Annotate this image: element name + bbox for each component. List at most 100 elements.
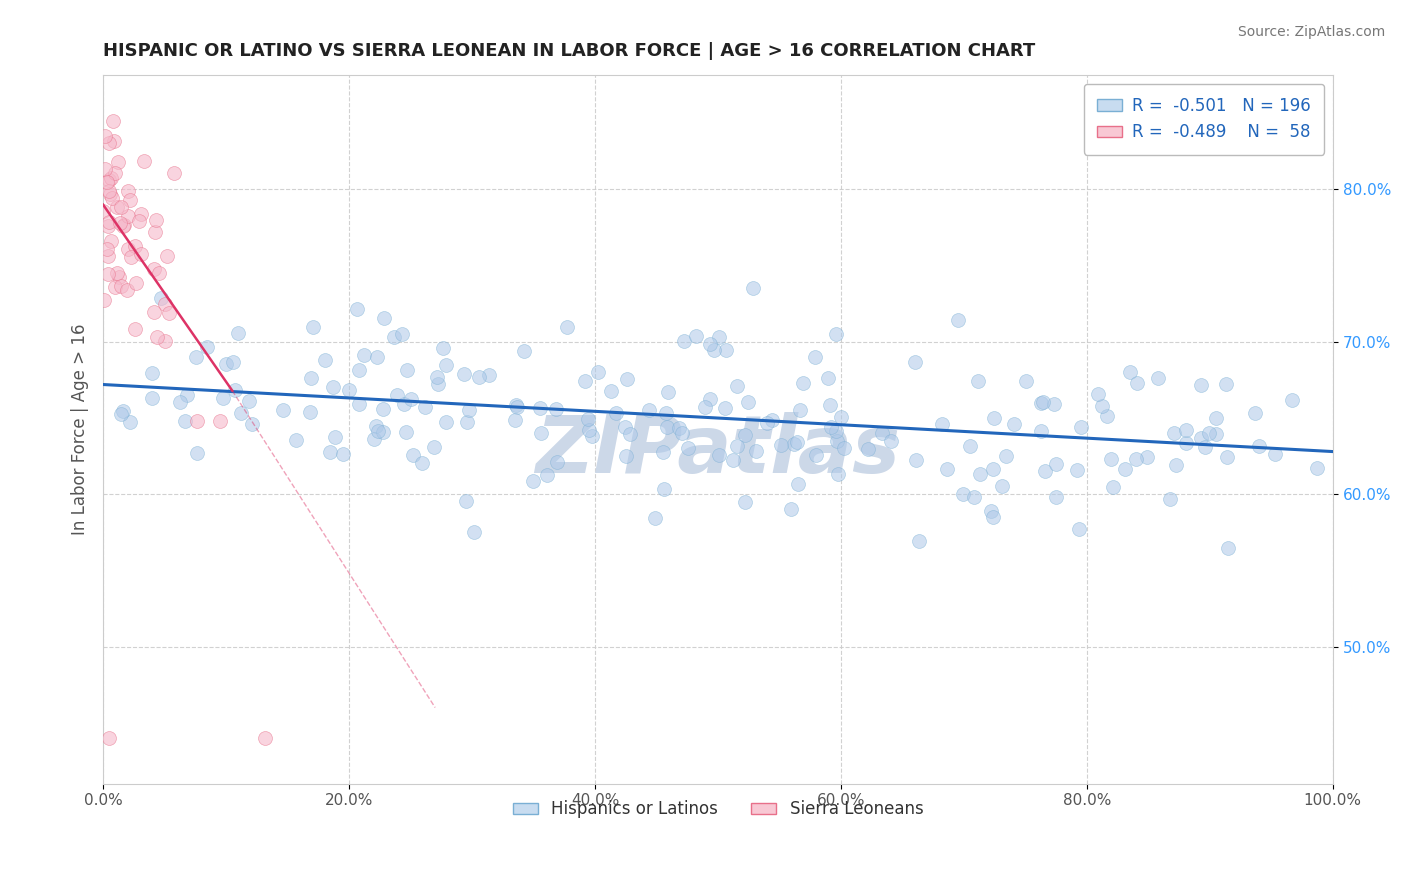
Point xyxy=(456,415,478,429)
Point xyxy=(1136,450,1159,465)
Point xyxy=(371,401,394,416)
Point xyxy=(983,411,1005,425)
Point xyxy=(101,114,124,128)
Point xyxy=(110,278,132,293)
Point xyxy=(935,462,957,476)
Point xyxy=(1175,435,1198,450)
Point xyxy=(98,731,121,745)
Point xyxy=(725,378,748,392)
Point xyxy=(124,239,146,253)
Point xyxy=(699,392,721,406)
Point xyxy=(143,305,166,319)
Point xyxy=(436,358,458,372)
Point xyxy=(118,194,141,208)
Point xyxy=(1205,427,1227,442)
Point xyxy=(124,321,146,335)
Point xyxy=(685,329,707,343)
Point xyxy=(299,371,322,385)
Point xyxy=(105,266,128,280)
Point xyxy=(1244,406,1267,420)
Point xyxy=(319,445,342,459)
Point xyxy=(1114,462,1136,476)
Point xyxy=(1166,458,1188,472)
Point xyxy=(709,449,731,463)
Point xyxy=(209,414,232,428)
Point xyxy=(522,474,544,488)
Point xyxy=(825,326,848,341)
Point xyxy=(1264,447,1286,461)
Point xyxy=(761,412,783,426)
Point xyxy=(605,406,627,420)
Point xyxy=(153,297,176,311)
Point xyxy=(353,348,375,362)
Point xyxy=(1147,370,1170,384)
Point xyxy=(503,413,526,427)
Point xyxy=(110,200,132,214)
Point xyxy=(1216,450,1239,465)
Point xyxy=(454,494,477,508)
Point xyxy=(363,432,385,446)
Point xyxy=(756,416,779,430)
Point xyxy=(332,447,354,461)
Point xyxy=(299,405,322,419)
Point xyxy=(870,426,893,441)
Point xyxy=(222,355,245,369)
Point xyxy=(128,214,150,228)
Point xyxy=(94,128,117,143)
Point xyxy=(254,731,277,745)
Point xyxy=(529,401,551,415)
Point xyxy=(411,457,433,471)
Point xyxy=(323,430,346,444)
Point xyxy=(1189,378,1212,392)
Point xyxy=(141,392,163,406)
Point xyxy=(212,391,235,405)
Point xyxy=(820,419,842,434)
Point xyxy=(238,393,260,408)
Point xyxy=(714,401,737,416)
Point xyxy=(463,525,485,540)
Point xyxy=(1091,399,1114,413)
Point xyxy=(93,161,115,176)
Point xyxy=(96,242,118,256)
Point xyxy=(104,166,127,180)
Point xyxy=(124,276,146,290)
Point xyxy=(1029,424,1052,438)
Point xyxy=(98,136,121,150)
Point xyxy=(544,401,567,416)
Point xyxy=(100,234,122,248)
Point xyxy=(655,406,678,420)
Point xyxy=(576,412,599,426)
Point xyxy=(734,494,756,508)
Point xyxy=(453,368,475,382)
Point xyxy=(401,392,423,406)
Point xyxy=(382,330,405,344)
Point xyxy=(671,425,693,440)
Point xyxy=(827,467,849,481)
Point xyxy=(981,461,1004,475)
Point xyxy=(616,372,638,386)
Point xyxy=(1125,452,1147,467)
Point xyxy=(129,246,152,260)
Point xyxy=(120,250,142,264)
Point xyxy=(101,191,124,205)
Point xyxy=(97,249,120,263)
Point xyxy=(347,363,370,377)
Point xyxy=(741,281,763,295)
Point xyxy=(1163,425,1185,440)
Point xyxy=(427,376,450,391)
Point xyxy=(129,207,152,221)
Point xyxy=(676,441,699,455)
Point xyxy=(880,434,903,448)
Point xyxy=(141,366,163,380)
Point xyxy=(112,219,135,233)
Point xyxy=(505,398,527,412)
Point xyxy=(673,334,696,348)
Text: Source: ZipAtlas.com: Source: ZipAtlas.com xyxy=(1237,25,1385,39)
Point xyxy=(458,403,481,417)
Point xyxy=(1159,492,1181,507)
Point xyxy=(1031,396,1053,410)
Point xyxy=(1205,411,1227,425)
Point xyxy=(513,344,536,359)
Point xyxy=(107,155,129,169)
Point xyxy=(702,343,724,358)
